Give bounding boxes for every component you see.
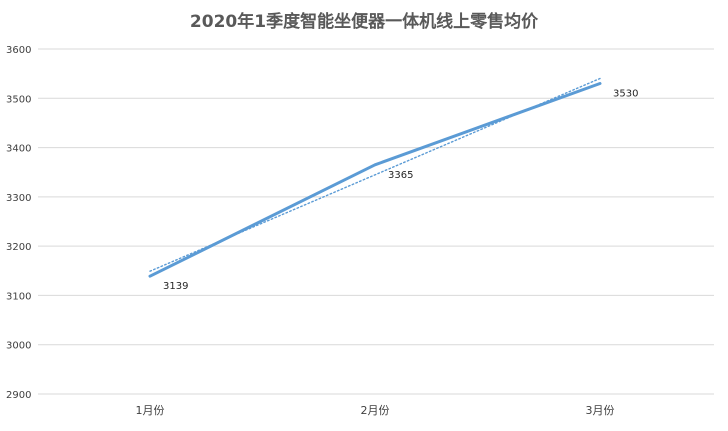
chart-title: 2020年1季度智能坐便器一体机线上零售均价 (190, 11, 539, 32)
y-tick-label: 3500 (6, 94, 31, 105)
x-tick-label: 1月份 (136, 404, 165, 417)
data-label: 3139 (163, 281, 188, 292)
x-tick-label: 2月份 (361, 404, 390, 417)
y-tick-label: 3200 (6, 242, 31, 253)
data-labels: 3139 3365 3530 (163, 89, 638, 293)
series-line (150, 84, 600, 277)
y-tick-label: 2900 (6, 390, 31, 401)
x-tick-label: 3月份 (586, 404, 615, 417)
y-tick-label: 3300 (6, 193, 31, 204)
x-axis-tick-labels: 1月份 2月份 3月份 (136, 404, 615, 417)
y-tick-label: 3400 (6, 144, 31, 155)
series-lines (150, 84, 600, 277)
y-tick-label: 3000 (6, 341, 31, 352)
y-tick-label: 3600 (6, 45, 31, 56)
data-label: 3365 (388, 170, 413, 181)
y-tick-label: 3100 (6, 291, 31, 302)
y-axis-tick-labels: 2900 3000 3100 3200 3300 3400 3500 3600 (6, 45, 31, 401)
gridlines (38, 49, 714, 394)
data-label: 3530 (613, 89, 638, 100)
